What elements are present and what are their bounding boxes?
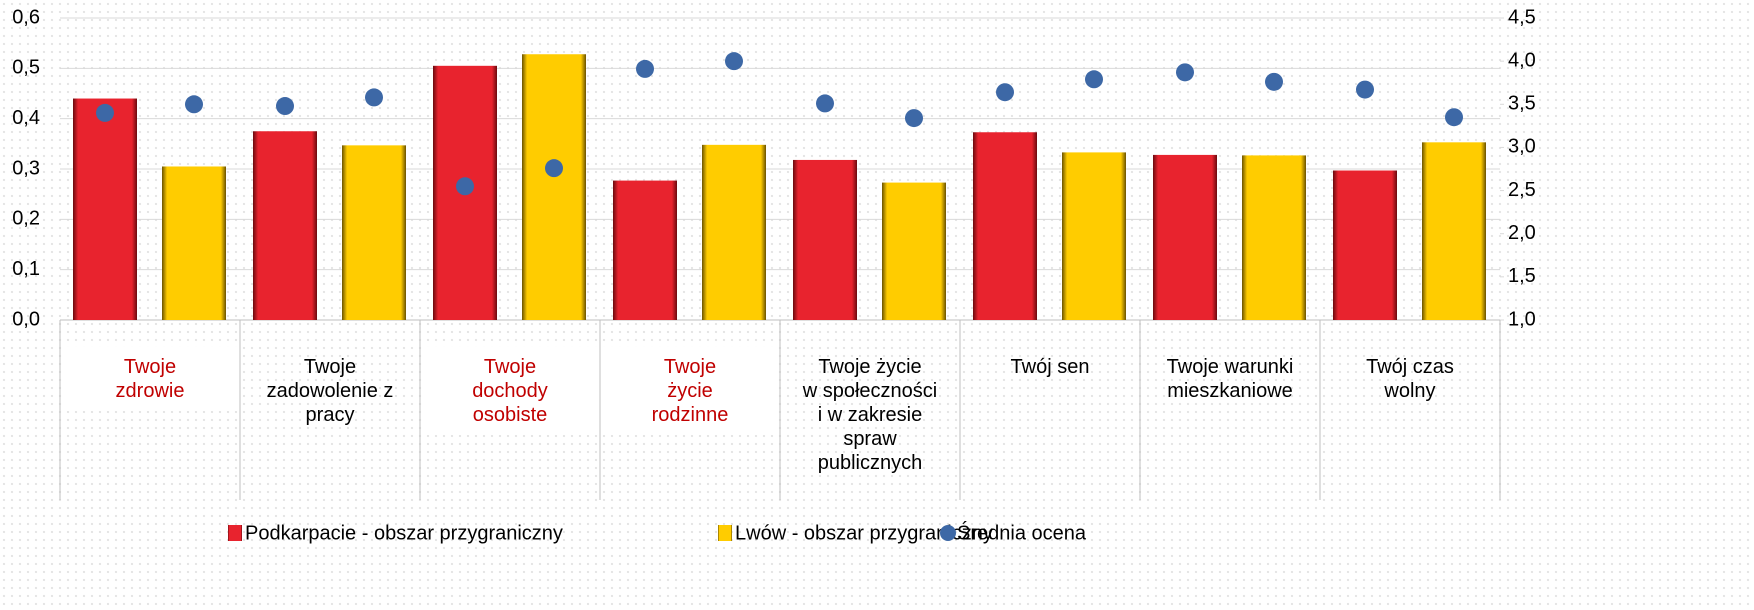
legend-marker <box>228 525 242 541</box>
y-tick-label: 0,1 <box>12 258 40 280</box>
dot <box>1445 108 1463 127</box>
bar <box>1153 154 1217 320</box>
x-tick-label: Twoje warunki mieszkaniowe <box>1166 356 1294 402</box>
y2-tick-label: 2,0 <box>1508 222 1536 244</box>
bar <box>882 182 946 320</box>
bar <box>793 159 857 320</box>
y2-tick-label: 3,5 <box>1508 93 1536 115</box>
x-tick-label: Twój czas wolny <box>1366 356 1454 402</box>
dot <box>636 59 654 78</box>
bar <box>1242 155 1306 320</box>
bar <box>1422 142 1486 320</box>
y2-tick-label: 4,5 <box>1508 6 1536 28</box>
bar <box>253 131 317 320</box>
y2-tick-label: 1,5 <box>1508 265 1536 287</box>
bar <box>342 145 406 320</box>
bar <box>1062 152 1126 320</box>
y-tick-label: 0,4 <box>12 107 40 129</box>
legend-label: Średnia ocena <box>957 520 1087 544</box>
dot <box>185 95 203 114</box>
y-tick-label: 0,5 <box>12 57 40 79</box>
dot <box>365 88 383 107</box>
x-tick-label: Twoje dochody osobiste <box>422 347 598 435</box>
dot <box>1265 72 1283 91</box>
bar <box>1333 170 1397 320</box>
bar <box>162 166 226 320</box>
y2-tick-label: 3,0 <box>1508 136 1536 158</box>
dot <box>725 52 743 71</box>
dot <box>1085 70 1103 89</box>
dot <box>816 94 834 113</box>
bar <box>973 132 1037 320</box>
dot <box>905 109 923 128</box>
bar <box>702 144 766 320</box>
dot <box>456 177 474 196</box>
y2-tick-label: 2,5 <box>1508 179 1536 201</box>
dot <box>276 97 294 116</box>
dot <box>1176 63 1194 82</box>
dot <box>545 159 563 178</box>
x-tick-label: Twoje zdrowie <box>62 347 238 411</box>
bar <box>613 180 677 320</box>
y-tick-label: 0,3 <box>12 157 40 179</box>
dot <box>996 83 1014 102</box>
dot <box>96 103 114 122</box>
y-tick-label: 0,0 <box>12 308 40 330</box>
legend-marker <box>718 525 732 541</box>
bar <box>73 98 137 321</box>
bar <box>522 54 586 321</box>
x-tick-label: Twoje życie rodzinne <box>602 347 778 435</box>
dot <box>1356 80 1374 99</box>
x-tick-label: Twoje życie w społeczności i w zakresie … <box>802 356 938 474</box>
legend-label: Lwów - obszar przygraniczny <box>735 522 993 544</box>
legend-marker <box>940 525 956 541</box>
y-tick-label: 0,6 <box>12 6 40 28</box>
x-tick-label: Twój sen <box>1010 356 1090 378</box>
x-tick-label: Twoje zadowolenie z pracy <box>266 356 394 426</box>
y2-tick-label: 1,0 <box>1508 308 1536 330</box>
y2-tick-label: 4,0 <box>1508 49 1536 71</box>
legend-label: Podkarpacie - obszar przygraniczny <box>245 522 563 544</box>
y-tick-label: 0,2 <box>12 208 40 230</box>
